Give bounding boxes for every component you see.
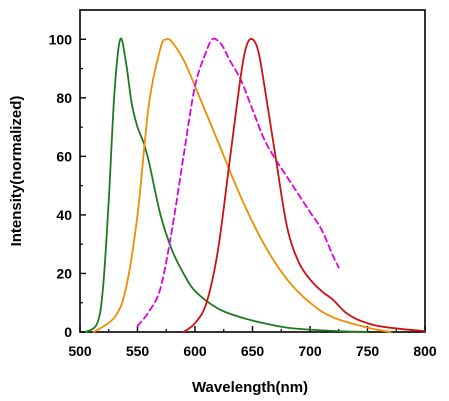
x-axis-ticks: 500 550 600 650 700 750 800 bbox=[68, 326, 437, 359]
x-axis-label: Wavelength(nm) bbox=[192, 379, 308, 396]
y-tick-label: 80 bbox=[56, 90, 72, 106]
x-tick-label: 550 bbox=[126, 343, 150, 359]
y-axis-label: Intensity(normalized) bbox=[8, 96, 25, 247]
series-line-1 bbox=[84, 37, 369, 333]
y-tick-label: 60 bbox=[56, 148, 72, 164]
x-tick-label: 650 bbox=[241, 343, 265, 359]
x-tick-label: 750 bbox=[356, 343, 380, 359]
x-tick-label: 600 bbox=[183, 343, 207, 359]
series-line-4 bbox=[182, 38, 426, 333]
series-line-3 bbox=[136, 37, 340, 328]
y-tick-label: 40 bbox=[56, 207, 72, 223]
y-axis-ticks: 0 20 40 60 80 100 bbox=[49, 9, 86, 340]
y-tick-label: 100 bbox=[49, 31, 73, 47]
x-tick-label: 800 bbox=[413, 343, 437, 359]
series-group bbox=[84, 37, 426, 333]
plot-frame bbox=[79, 9, 426, 333]
y-tick-label: 20 bbox=[56, 265, 72, 281]
series-line-2 bbox=[92, 37, 392, 333]
x-tick-label: 700 bbox=[298, 343, 322, 359]
y-tick-label: 0 bbox=[64, 324, 72, 340]
plot-area-border bbox=[79, 9, 426, 333]
x-tick-label: 500 bbox=[68, 343, 92, 359]
